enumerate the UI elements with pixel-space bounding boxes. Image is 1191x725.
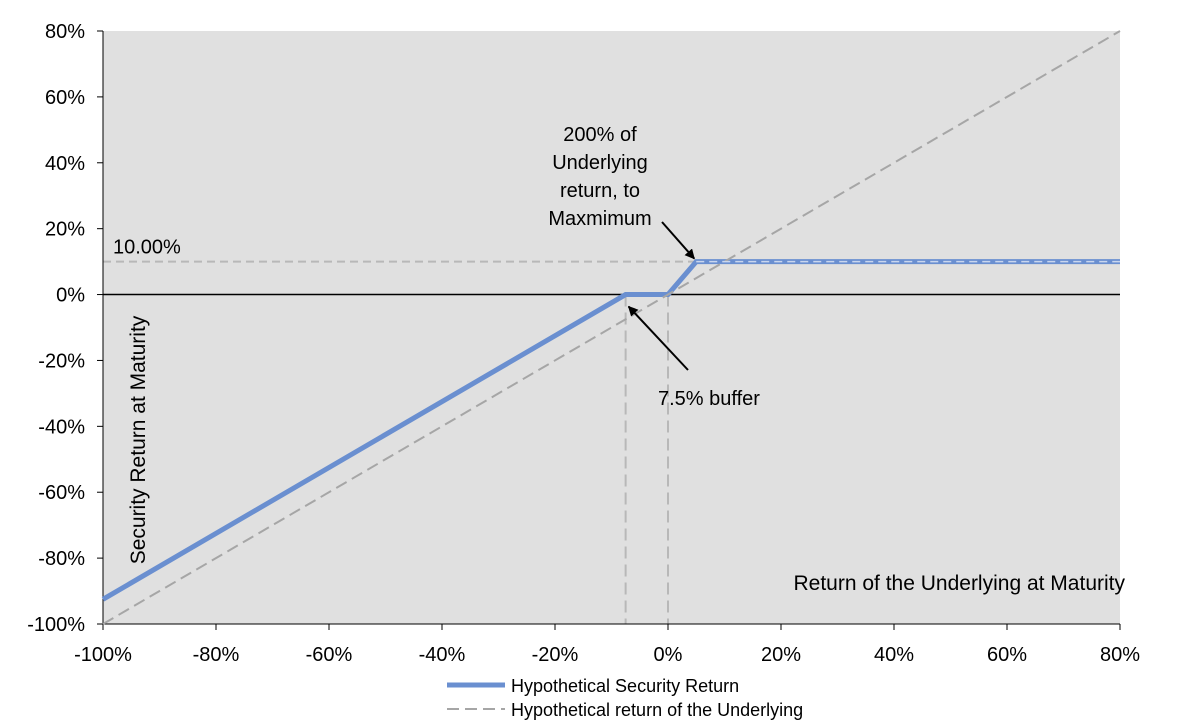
max-return-label: 10.00% [113, 237, 181, 259]
y-tick-label: 40% [45, 153, 85, 175]
y-tick-label: 60% [45, 87, 85, 109]
annotation-buffer-text: 7.5% buffer [658, 388, 760, 410]
legend-label-security: Hypothetical Security Return [511, 676, 739, 696]
x-tick-label: 20% [761, 644, 801, 666]
x-tick-label: -20% [532, 644, 579, 666]
y-tick-label: -60% [38, 482, 85, 504]
x-tick-label: 80% [1100, 644, 1140, 666]
y-tick-label: -20% [38, 350, 85, 372]
annotation-leverage-text: return, to [560, 180, 640, 202]
annotation-leverage-text: Maxmimum [548, 208, 651, 230]
y-tick-label: -80% [38, 548, 85, 570]
y-axis-label: Security Return at Maturity [127, 315, 150, 564]
annotation-buffer-arrow [627, 305, 689, 371]
annotation-leverage-text: Underlying [552, 152, 648, 174]
annotation-leverage-text: 200% of [563, 124, 637, 146]
x-tick-label: -100% [74, 644, 132, 666]
y-tick-label: 20% [45, 219, 85, 241]
x-tick-label: -60% [306, 644, 353, 666]
y-tick-label: -100% [27, 614, 85, 636]
legend: Hypothetical Security Return Hypothetical… [447, 676, 803, 720]
x-tick-label: 0% [654, 644, 683, 666]
x-tick-label: 40% [874, 644, 914, 666]
legend-label-underlying: Hypothetical return of the Underlying [511, 700, 803, 720]
annotation-leverage-arrow [661, 221, 696, 260]
y-tick-label: 80% [45, 21, 85, 43]
x-tick-label: -40% [419, 644, 466, 666]
x-axis-label: Return of the Underlying at Maturity [794, 572, 1126, 595]
y-tick-label: 0% [56, 285, 85, 307]
series-line-underlying [102, 30, 1121, 625]
x-tick-label: 60% [987, 644, 1027, 666]
x-tick-label: -80% [193, 644, 240, 666]
y-tick-label: -40% [38, 416, 85, 438]
